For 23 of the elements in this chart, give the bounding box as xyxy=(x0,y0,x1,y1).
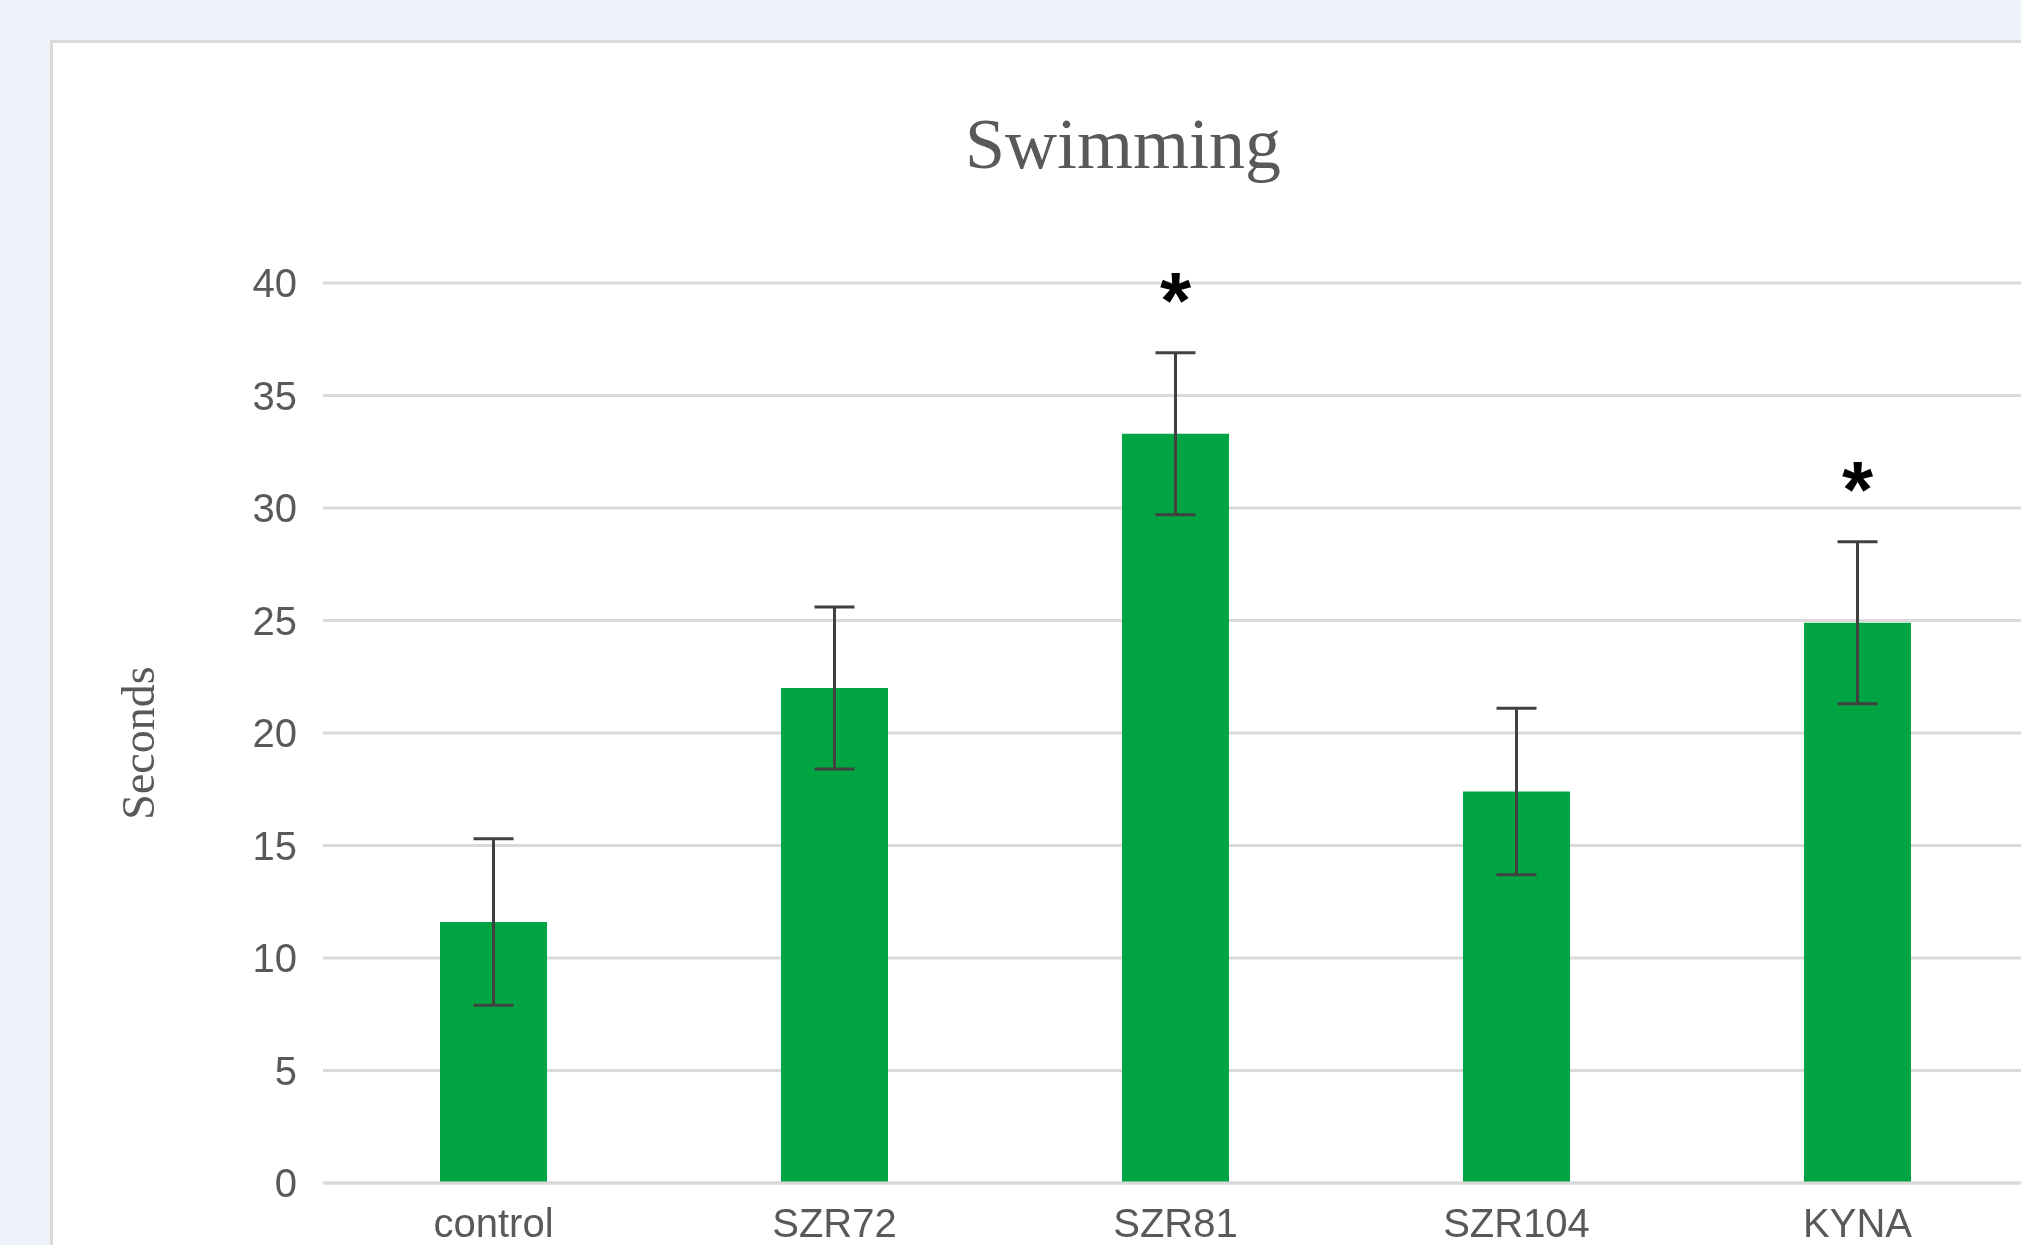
annotation: * xyxy=(1841,444,1874,534)
bar xyxy=(1122,433,1229,1183)
y-tick-label: 0 xyxy=(274,1161,297,1206)
y-tick-label: 40 xyxy=(252,261,297,306)
x-tick-label: control xyxy=(433,1201,554,1245)
bar xyxy=(1463,791,1570,1183)
chart-title: Swimming xyxy=(963,103,1283,186)
y-tick-label: 25 xyxy=(252,598,297,643)
y-tick-label: 30 xyxy=(252,486,297,531)
bar xyxy=(1804,622,1911,1183)
bar xyxy=(781,688,888,1183)
y-tick-label: 5 xyxy=(274,1048,297,1093)
annotation: * xyxy=(1159,255,1192,345)
y-axis-title: Seconds xyxy=(111,666,165,820)
x-tick-label: SZR104 xyxy=(1443,1201,1590,1245)
y-tick-label: 20 xyxy=(252,711,297,756)
x-tick-label: KYNA xyxy=(1803,1201,1913,1245)
y-tick-label: 10 xyxy=(252,936,297,981)
y-tick-label: 35 xyxy=(252,373,297,418)
x-tick-label: SZR72 xyxy=(772,1201,897,1245)
x-tick-label: SZR81 xyxy=(1113,1201,1238,1245)
bar xyxy=(440,922,547,1183)
y-tick-label: 15 xyxy=(252,823,297,868)
